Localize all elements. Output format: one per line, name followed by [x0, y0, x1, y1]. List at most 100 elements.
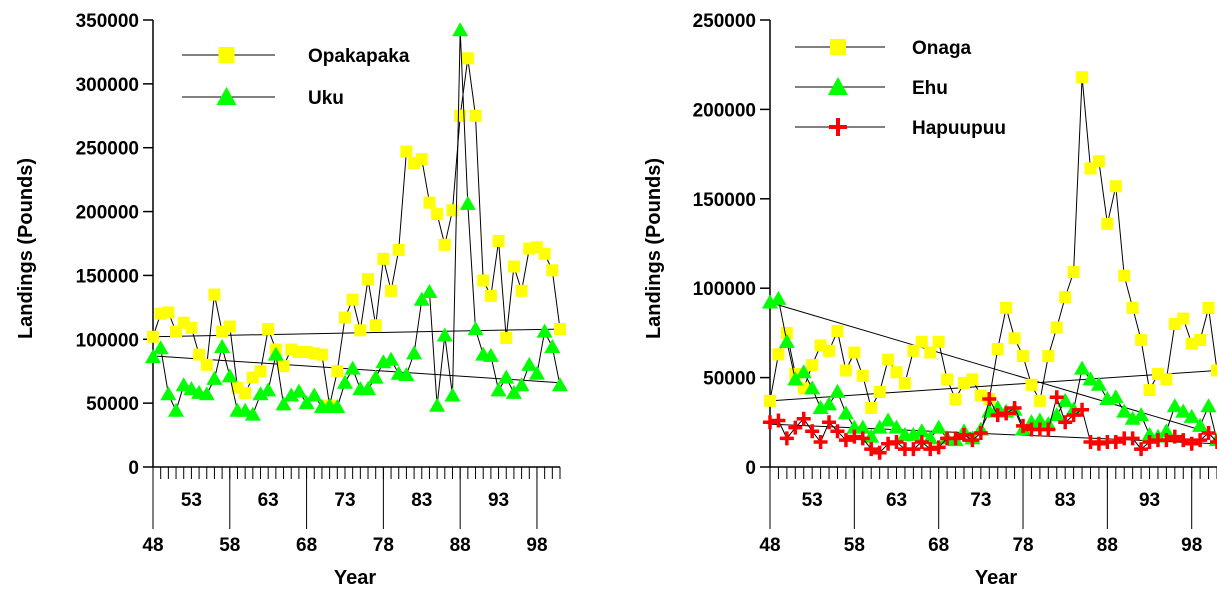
data-point	[1194, 334, 1207, 347]
data-point	[152, 340, 169, 355]
data-point	[145, 349, 161, 364]
x-tick-label: 58	[219, 535, 240, 556]
y-tick-label: 100000	[693, 279, 756, 300]
x-tick-label: 63	[258, 490, 279, 511]
data-point	[1033, 394, 1046, 407]
data-point	[329, 398, 346, 413]
data-point	[864, 442, 879, 457]
data-point	[1158, 423, 1175, 438]
data-point	[837, 405, 854, 420]
legend-label: Hapuupuu	[912, 118, 1006, 139]
data-point	[521, 356, 538, 371]
data-point	[1175, 403, 1192, 418]
data-point	[931, 440, 946, 455]
data-point	[806, 359, 819, 372]
data-point	[1083, 434, 1098, 449]
data-point	[973, 426, 988, 441]
y-tick-label: 150000	[76, 266, 139, 287]
data-point	[1193, 433, 1208, 448]
data-point	[821, 396, 838, 411]
data-point	[377, 252, 390, 265]
data-point	[260, 382, 277, 397]
data-point	[854, 419, 871, 434]
x-axis-title: Year	[334, 567, 376, 588]
data-point	[1202, 301, 1215, 314]
data-point	[413, 291, 430, 306]
data-point	[400, 145, 413, 158]
data-point	[446, 204, 459, 217]
data-point	[829, 383, 846, 398]
data-point	[905, 426, 922, 441]
data-point	[1076, 71, 1089, 84]
data-point	[1201, 426, 1216, 441]
data-point	[498, 369, 515, 384]
data-point	[923, 442, 938, 457]
data-point	[882, 353, 895, 366]
data-point	[1016, 418, 1031, 433]
x-tick-label: 88	[450, 535, 471, 556]
data-point	[1090, 376, 1107, 391]
data-point	[982, 392, 997, 407]
data-point	[507, 260, 520, 273]
data-point	[515, 284, 528, 297]
data-point	[200, 358, 213, 371]
data-point	[162, 306, 175, 319]
data-point	[331, 365, 344, 378]
data-point	[438, 238, 451, 251]
data-point	[490, 382, 507, 397]
data-point	[889, 434, 904, 449]
series-hapuupuu	[763, 390, 1217, 460]
x-tick-label: 93	[488, 490, 509, 511]
data-point	[315, 348, 328, 361]
data-point	[966, 373, 979, 386]
data-point	[924, 346, 937, 359]
data-point	[839, 364, 852, 377]
data-point	[1124, 410, 1141, 425]
y-tick-label: 0	[128, 458, 139, 479]
chart-1: 0 50000 100000 150000 200000 250000 300000 3500…	[15, 11, 568, 589]
data-point	[873, 385, 886, 398]
data-point	[763, 415, 777, 430]
data-point	[915, 335, 928, 348]
data-point	[244, 406, 261, 421]
data-point	[1091, 436, 1106, 451]
data-point	[1116, 403, 1133, 418]
data-point	[1000, 301, 1013, 314]
data-point	[338, 311, 351, 324]
data-point	[1159, 433, 1174, 448]
data-point	[267, 346, 284, 361]
data-point	[804, 380, 821, 395]
x-tick-label: 48	[759, 535, 780, 556]
data-point	[787, 371, 804, 386]
x-tick-label: 68	[296, 535, 317, 556]
data-point	[812, 399, 829, 414]
data-point	[344, 360, 361, 375]
y-axis-title: Landings (Pounds)	[15, 158, 37, 339]
data-point	[444, 387, 461, 402]
data-point	[459, 195, 476, 210]
y-tick-label: 50000	[703, 369, 756, 390]
legend-label: Uku	[308, 88, 344, 109]
data-point	[965, 433, 980, 448]
data-point	[1107, 389, 1124, 404]
x-tick-label: 48	[142, 535, 163, 556]
data-point	[1184, 436, 1199, 451]
data-point	[780, 326, 793, 339]
data-point	[454, 109, 467, 122]
data-point	[552, 377, 568, 392]
data-point	[536, 323, 553, 338]
data-point	[554, 323, 566, 336]
data-point	[206, 370, 223, 385]
data-point	[1160, 373, 1173, 386]
legend-label: Onaga	[912, 38, 972, 59]
data-point	[1118, 269, 1131, 282]
data-point	[254, 365, 267, 378]
data-point	[999, 406, 1014, 421]
data-point	[1008, 332, 1021, 345]
data-point	[830, 424, 845, 439]
y-tick-label: 300000	[76, 75, 139, 96]
data-point	[1142, 434, 1157, 449]
legend-marker	[218, 47, 235, 63]
data-point	[367, 369, 384, 384]
